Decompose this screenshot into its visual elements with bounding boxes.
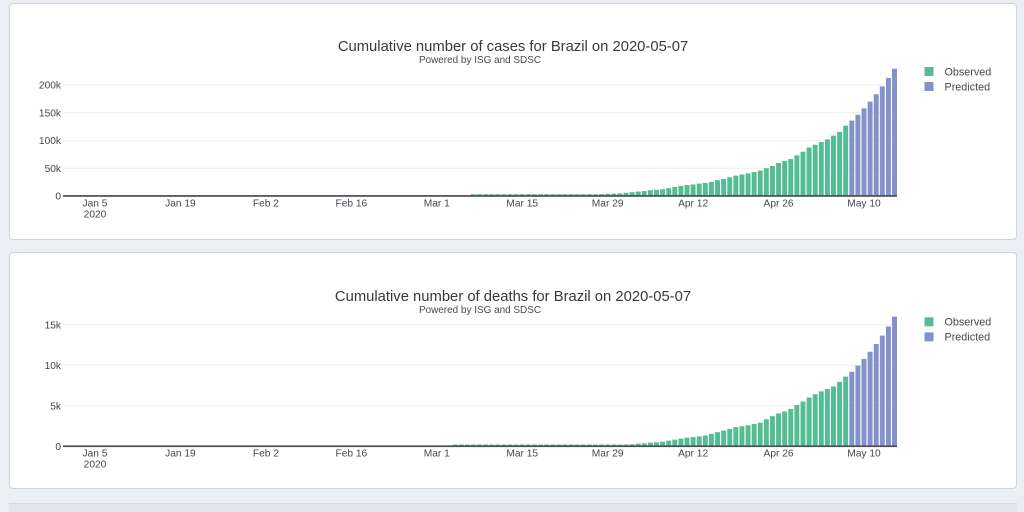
svg-text:100k: 100k [39, 136, 62, 147]
svg-text:Observed: Observed [945, 317, 992, 329]
svg-text:Mar 29: Mar 29 [592, 198, 624, 209]
svg-text:15k: 15k [45, 320, 62, 331]
svg-text:Powered by ISG and SDSC: Powered by ISG and SDSC [419, 305, 541, 316]
svg-text:150k: 150k [39, 108, 62, 119]
svg-text:5k: 5k [50, 401, 62, 412]
svg-text:2020: 2020 [84, 460, 107, 471]
svg-text:Mar 29: Mar 29 [592, 449, 624, 460]
svg-text:Mar 1: Mar 1 [424, 449, 450, 460]
svg-text:Feb 16: Feb 16 [335, 449, 367, 460]
svg-text:Mar 15: Mar 15 [506, 198, 538, 209]
svg-text:10k: 10k [45, 361, 62, 372]
svg-text:200k: 200k [39, 81, 62, 92]
svg-text:Jan 19: Jan 19 [165, 198, 196, 209]
svg-text:Cumulative number of cases for: Cumulative number of cases for Brazil on… [338, 39, 688, 55]
svg-text:Feb 2: Feb 2 [253, 449, 279, 460]
svg-text:Feb 16: Feb 16 [335, 198, 367, 209]
svg-text:Observed: Observed [945, 66, 992, 78]
svg-text:Mar 15: Mar 15 [506, 449, 538, 460]
svg-text:Jan 19: Jan 19 [165, 449, 196, 460]
svg-text:Apr 12: Apr 12 [678, 198, 708, 209]
svg-text:Jan 5: Jan 5 [83, 449, 108, 460]
svg-text:Mar 1: Mar 1 [424, 198, 450, 209]
svg-text:Predicted: Predicted [945, 332, 991, 344]
svg-text:May 10: May 10 [847, 198, 881, 209]
svg-text:Feb 2: Feb 2 [253, 198, 279, 209]
svg-text:Apr 26: Apr 26 [764, 449, 794, 460]
svg-text:Predicted: Predicted [945, 81, 991, 93]
svg-text:May 10: May 10 [847, 449, 881, 460]
svg-text:0: 0 [55, 192, 61, 203]
svg-text:Cumulative number of deaths fo: Cumulative number of deaths for Brazil o… [335, 289, 691, 305]
svg-text:Apr 12: Apr 12 [678, 449, 708, 460]
svg-text:Powered by ISG and SDSC: Powered by ISG and SDSC [419, 55, 541, 66]
svg-text:2020: 2020 [84, 209, 107, 220]
svg-text:0: 0 [55, 442, 61, 453]
svg-text:Jan 5: Jan 5 [83, 198, 108, 209]
svg-text:50k: 50k [45, 164, 62, 175]
svg-text:Apr 26: Apr 26 [764, 198, 794, 209]
